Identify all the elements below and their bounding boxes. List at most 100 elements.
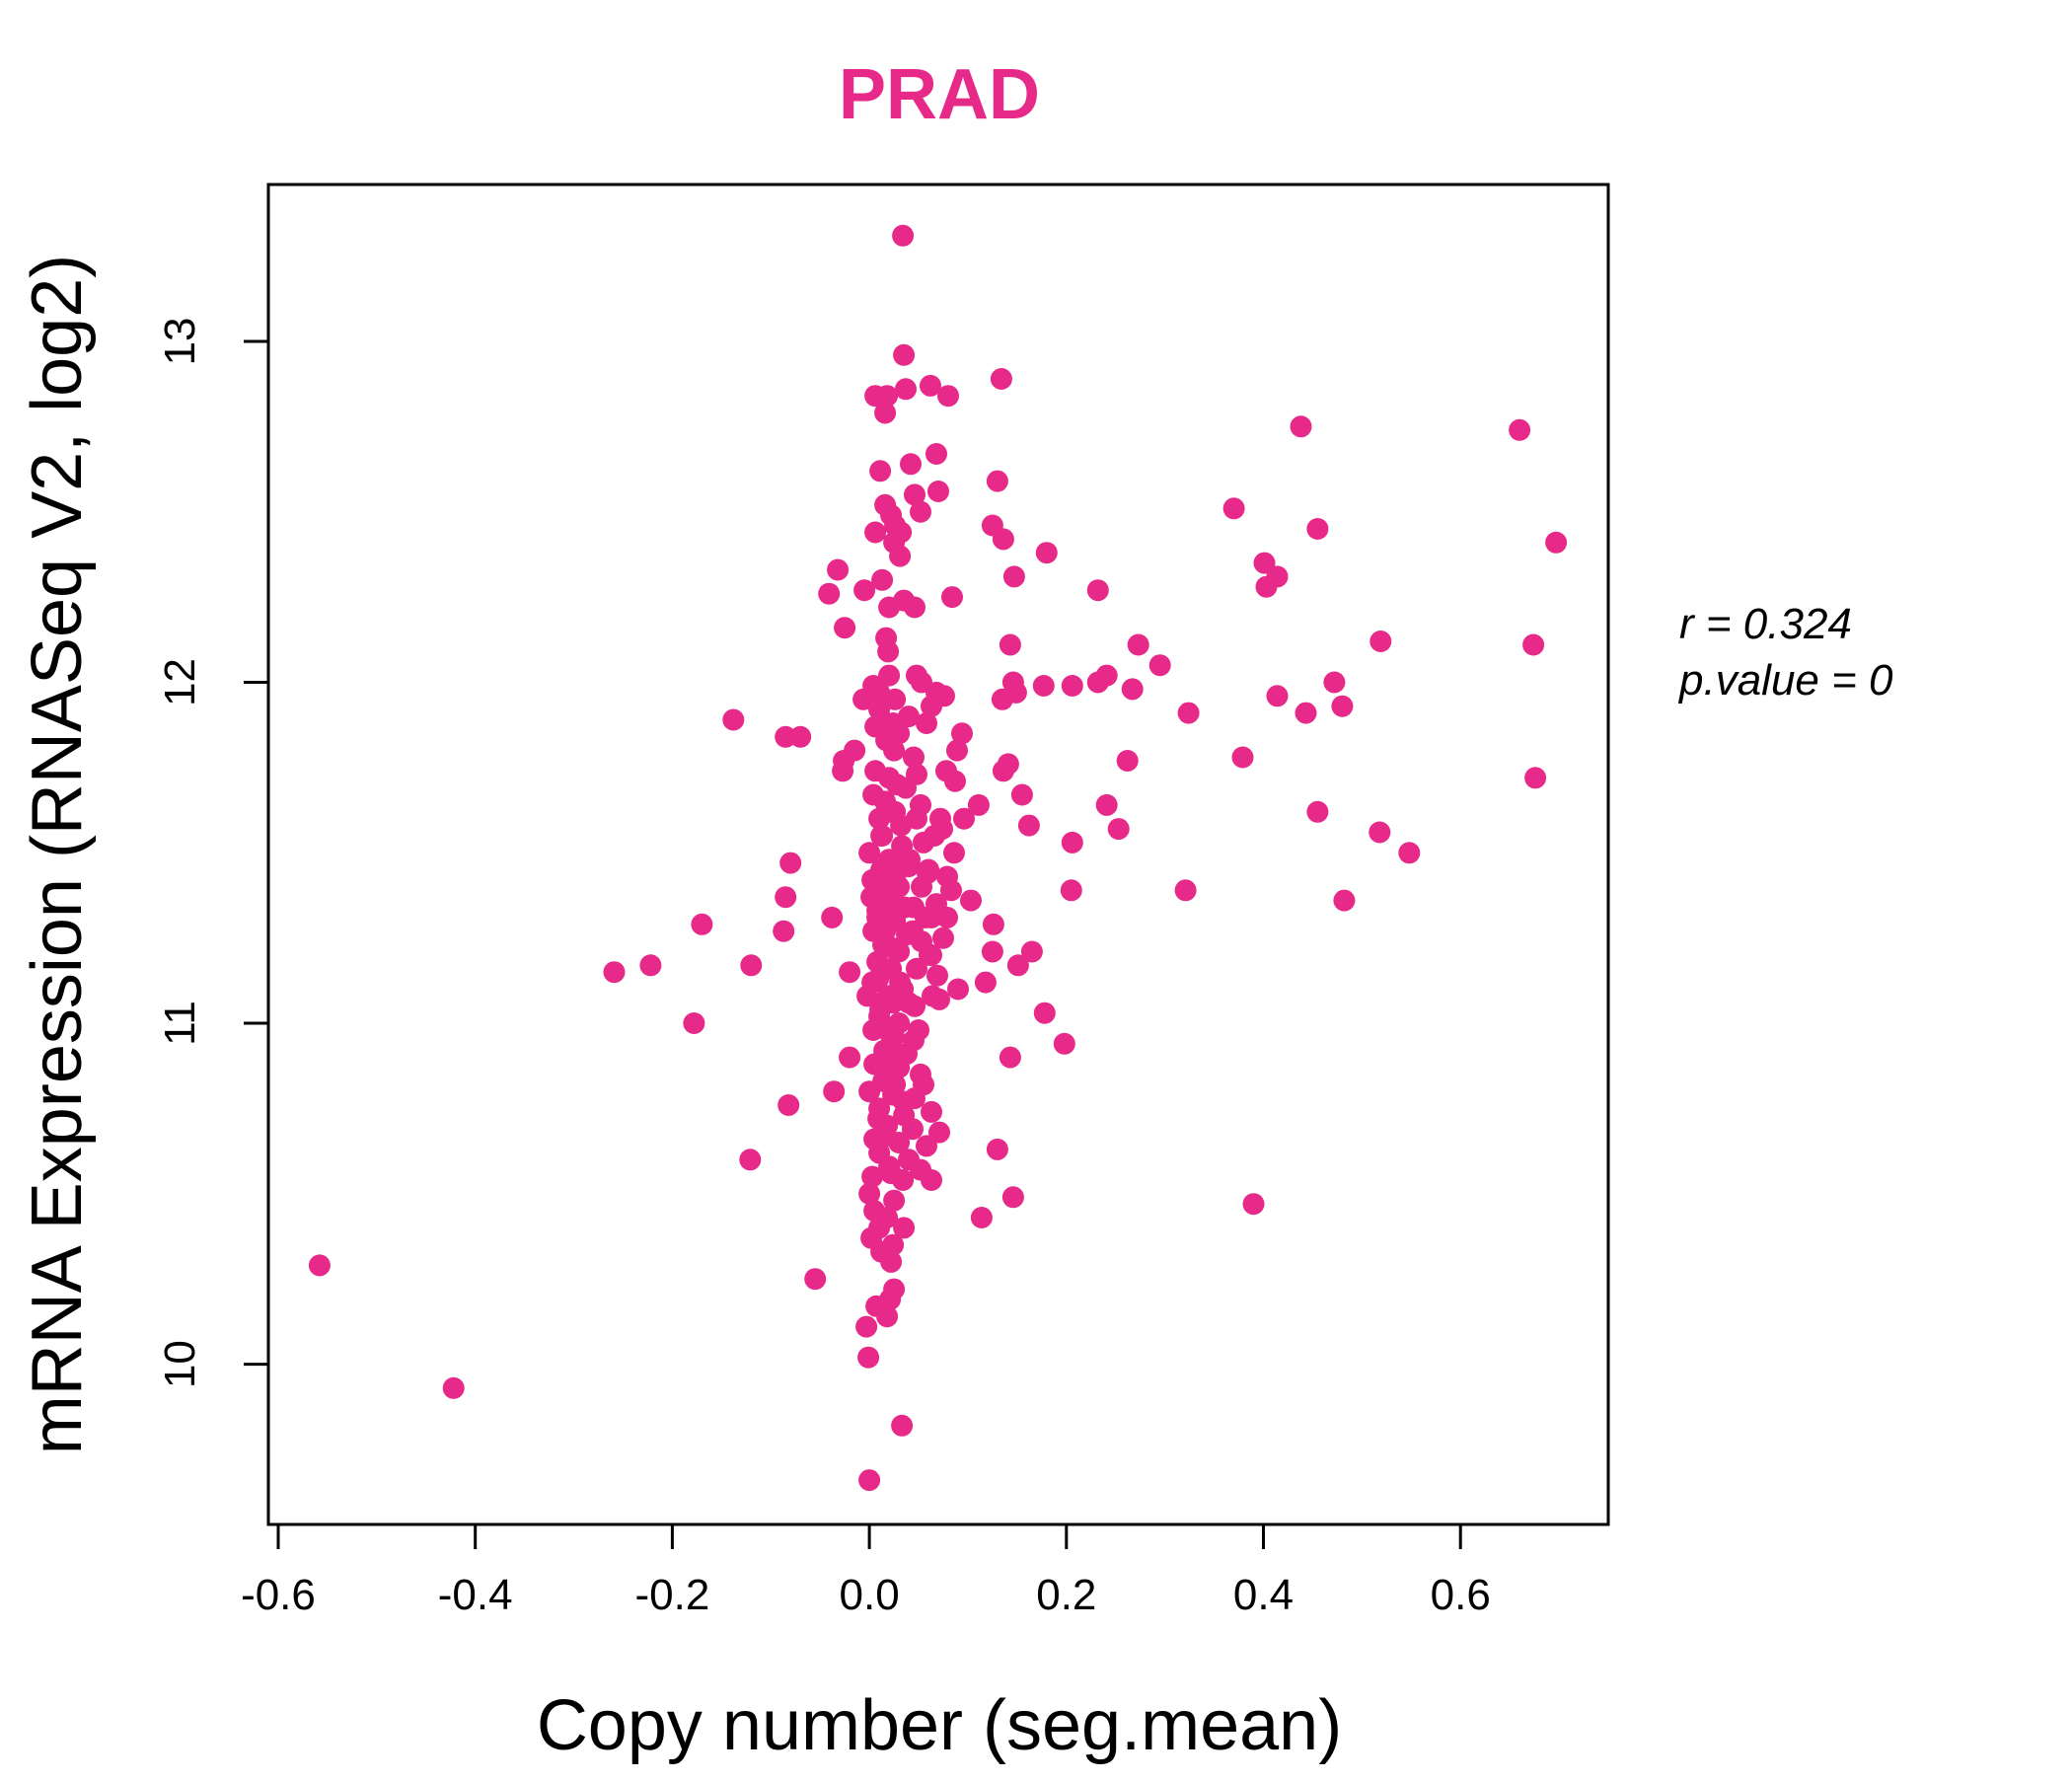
data-point-169 (947, 978, 969, 1001)
data-point-271 (924, 825, 945, 847)
data-point-62 (1266, 685, 1289, 707)
data-point-248 (875, 1125, 898, 1148)
data-point-64 (1331, 695, 1354, 717)
data-point-129 (940, 879, 962, 902)
data-point-85 (951, 722, 973, 745)
data-point-252 (886, 774, 909, 796)
data-point-109 (953, 807, 975, 830)
data-point-225 (804, 1268, 827, 1291)
data-point-52 (878, 664, 901, 687)
data-point-154 (1020, 940, 1043, 963)
y-tick-label: 12 (156, 658, 204, 706)
data-point-59 (1095, 664, 1118, 687)
data-point-41 (941, 586, 963, 609)
data-point-48 (1127, 633, 1149, 656)
data-point-12 (986, 470, 1008, 492)
data-point-95 (944, 770, 966, 792)
data-point-130 (1060, 879, 1082, 902)
data-point-44 (834, 617, 856, 639)
data-point-232 (442, 1376, 465, 1399)
data-point-91 (832, 760, 854, 782)
x-tick-label: 0.4 (1233, 1571, 1294, 1619)
data-point-139 (821, 906, 844, 928)
data-point-233 (891, 1414, 914, 1437)
data-point-224 (308, 1254, 331, 1277)
data-point-236 (876, 882, 899, 905)
data-point-157 (639, 954, 662, 977)
x-tick-label: 0.0 (840, 1571, 900, 1619)
data-point-246 (884, 1074, 907, 1096)
data-point-19 (864, 521, 887, 544)
data-point-13 (927, 481, 949, 502)
data-point-241 (867, 968, 890, 991)
data-point-267 (917, 862, 938, 884)
data-point-219 (893, 1217, 916, 1239)
data-point-119 (1061, 831, 1083, 853)
data-point-247 (867, 1107, 890, 1130)
data-point-114 (1398, 842, 1421, 864)
data-point-257 (889, 971, 912, 994)
data-point-89 (1524, 767, 1547, 789)
data-point-68 (852, 688, 875, 710)
data-point-259 (893, 1090, 916, 1113)
y-axis-title: mRNA Expression (RNASeq V2, log2) (18, 255, 97, 1454)
data-points (308, 224, 1568, 1492)
data-point-165 (974, 971, 997, 994)
data-point-158 (740, 954, 763, 977)
x-tick-label: -0.6 (241, 1571, 316, 1619)
data-point-133 (775, 886, 797, 909)
data-point-214 (1242, 1193, 1265, 1216)
data-point-274 (929, 807, 951, 830)
data-point-270 (913, 1074, 934, 1096)
data-point-27 (1290, 415, 1312, 438)
data-point-179 (1053, 1032, 1075, 1055)
data-point-81 (789, 725, 812, 748)
data-point-192 (777, 1094, 800, 1116)
data-point-162 (906, 957, 927, 980)
data-point-56 (1032, 675, 1055, 697)
data-point-145 (982, 913, 1004, 935)
data-point-132 (1333, 889, 1356, 912)
data-point-266 (919, 943, 940, 966)
data-point-243 (869, 999, 892, 1021)
data-point-103 (967, 793, 990, 816)
x-axis-title: Copy number (seg.mean) (537, 1686, 1342, 1765)
data-point-140 (691, 913, 713, 935)
data-point-60 (1121, 678, 1144, 701)
data-point-69 (884, 688, 907, 710)
data-point-239 (874, 920, 897, 942)
data-point-131 (1174, 879, 1197, 902)
data-point-86 (946, 739, 968, 762)
data-point-74 (868, 699, 891, 721)
data-point-73 (1004, 681, 1027, 704)
data-point-234 (858, 1469, 881, 1492)
data-point-35 (818, 582, 841, 605)
data-point-118 (943, 842, 965, 864)
data-point-120 (779, 852, 802, 874)
data-point-43 (1086, 579, 1109, 602)
data-point-33 (1545, 531, 1568, 554)
data-point-210 (921, 1169, 942, 1191)
data-point-150 (932, 927, 954, 949)
data-point-172 (1033, 1002, 1056, 1024)
data-point-205 (739, 1149, 762, 1171)
data-point-51 (1522, 633, 1545, 656)
y-tick-label: 10 (156, 1340, 204, 1388)
data-point-265 (915, 906, 936, 928)
data-point-253 (875, 729, 898, 752)
chart-title: PRAD (839, 55, 1040, 134)
data-point-110 (1017, 814, 1040, 837)
data-point-272 (906, 763, 927, 785)
data-point-262 (898, 992, 920, 1014)
data-point-260 (899, 849, 921, 871)
data-point-65 (1177, 702, 1200, 724)
data-point-189 (858, 1080, 881, 1103)
data-point-47 (999, 633, 1021, 656)
data-point-34 (827, 558, 850, 581)
data-point-238 (866, 900, 889, 922)
data-point-1 (893, 343, 916, 366)
data-point-87 (1231, 746, 1254, 769)
data-point-176 (862, 1019, 885, 1041)
